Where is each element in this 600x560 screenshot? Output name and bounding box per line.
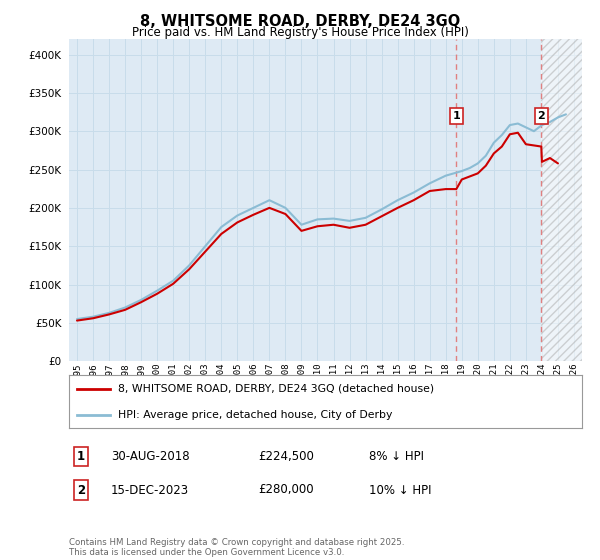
Text: Contains HM Land Registry data © Crown copyright and database right 2025.
This d: Contains HM Land Registry data © Crown c… — [69, 538, 404, 557]
Text: 8% ↓ HPI: 8% ↓ HPI — [369, 450, 424, 463]
Text: 2: 2 — [538, 111, 545, 121]
Text: £224,500: £224,500 — [258, 450, 314, 463]
Text: 1: 1 — [452, 111, 460, 121]
Text: 1: 1 — [77, 450, 85, 463]
Text: 8, WHITSOME ROAD, DERBY, DE24 3GQ: 8, WHITSOME ROAD, DERBY, DE24 3GQ — [140, 14, 460, 29]
Text: 10% ↓ HPI: 10% ↓ HPI — [369, 483, 431, 497]
Text: £280,000: £280,000 — [258, 483, 314, 497]
Text: Price paid vs. HM Land Registry's House Price Index (HPI): Price paid vs. HM Land Registry's House … — [131, 26, 469, 39]
Text: 8, WHITSOME ROAD, DERBY, DE24 3GQ (detached house): 8, WHITSOME ROAD, DERBY, DE24 3GQ (detac… — [118, 384, 434, 394]
Bar — [541, 39, 582, 361]
Text: HPI: Average price, detached house, City of Derby: HPI: Average price, detached house, City… — [118, 410, 392, 420]
Text: 30-AUG-2018: 30-AUG-2018 — [111, 450, 190, 463]
Text: 2: 2 — [77, 483, 85, 497]
Text: 15-DEC-2023: 15-DEC-2023 — [111, 483, 189, 497]
